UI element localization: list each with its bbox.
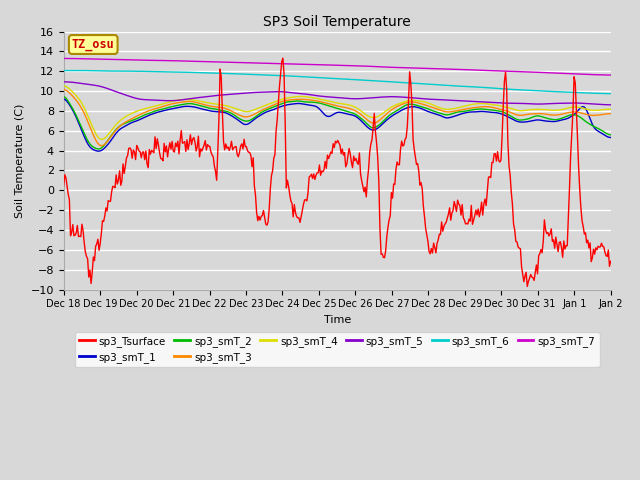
sp3_smT_2 <box>231 113 239 119</box>
sp3_smT_1 <box>557 117 565 123</box>
sp3_smT_7 <box>366 63 374 69</box>
sp3_smT_6 <box>607 91 614 96</box>
sp3_smT_4 <box>393 102 401 108</box>
sp3_smT_5 <box>291 90 298 96</box>
sp3_smT_6 <box>367 78 374 84</box>
sp3_smT_3 <box>97 143 105 149</box>
sp3_Tsurface <box>524 284 531 289</box>
sp3_smT_2 <box>60 94 67 99</box>
sp3_smT_7 <box>607 72 614 78</box>
Y-axis label: Soil Temperature (C): Soil Temperature (C) <box>15 103 25 218</box>
sp3_Tsurface <box>559 254 566 260</box>
X-axis label: Time: Time <box>323 315 351 325</box>
sp3_smT_6 <box>557 89 565 95</box>
sp3_smT_7 <box>60 56 67 61</box>
Line: sp3_smT_2: sp3_smT_2 <box>63 96 611 149</box>
sp3_smT_7 <box>557 71 564 76</box>
sp3_smT_1 <box>393 110 401 116</box>
sp3_smT_7 <box>291 61 298 67</box>
sp3_smT_4 <box>463 103 470 108</box>
Line: sp3_smT_1: sp3_smT_1 <box>63 99 611 151</box>
sp3_smT_2 <box>94 146 102 152</box>
sp3_smT_2 <box>463 108 470 114</box>
sp3_smT_2 <box>557 116 565 121</box>
sp3_smT_7 <box>392 64 400 70</box>
sp3_smT_4 <box>231 106 239 111</box>
sp3_Tsurface <box>463 220 470 226</box>
Line: sp3_Tsurface: sp3_Tsurface <box>63 58 611 287</box>
Text: TZ_osu: TZ_osu <box>72 38 115 51</box>
sp3_smT_3 <box>557 111 565 117</box>
Line: sp3_smT_5: sp3_smT_5 <box>63 82 611 105</box>
sp3_smT_2 <box>607 132 614 138</box>
sp3_smT_3 <box>367 120 374 125</box>
sp3_smT_3 <box>231 110 239 116</box>
sp3_smT_5 <box>607 102 614 108</box>
sp3_smT_4 <box>557 107 565 112</box>
sp3_smT_6 <box>60 68 67 73</box>
sp3_smT_5 <box>462 98 470 104</box>
sp3_smT_1 <box>94 148 102 154</box>
sp3_smT_2 <box>367 124 374 130</box>
sp3_smT_6 <box>463 84 470 89</box>
sp3_smT_5 <box>230 91 237 97</box>
sp3_smT_5 <box>60 79 67 84</box>
sp3_Tsurface <box>230 145 237 151</box>
sp3_smT_6 <box>292 73 300 79</box>
sp3_Tsurface <box>279 55 287 61</box>
sp3_smT_7 <box>462 67 470 72</box>
sp3_smT_1 <box>292 101 300 107</box>
sp3_smT_1 <box>463 109 470 115</box>
sp3_Tsurface <box>367 141 374 147</box>
sp3_smT_4 <box>367 114 374 120</box>
sp3_smT_1 <box>60 96 67 102</box>
sp3_smT_1 <box>367 127 374 132</box>
sp3_smT_3 <box>393 104 401 109</box>
sp3_smT_3 <box>60 86 67 92</box>
sp3_smT_7 <box>230 60 237 65</box>
Line: sp3_smT_6: sp3_smT_6 <box>63 71 611 94</box>
sp3_smT_2 <box>292 98 300 104</box>
sp3_smT_6 <box>74 68 81 73</box>
sp3_smT_2 <box>393 108 401 113</box>
Line: sp3_smT_7: sp3_smT_7 <box>63 59 611 75</box>
sp3_smT_3 <box>607 111 614 117</box>
Legend: sp3_Tsurface, sp3_smT_1, sp3_smT_2, sp3_smT_3, sp3_smT_4, sp3_smT_5, sp3_smT_6, : sp3_Tsurface, sp3_smT_1, sp3_smT_2, sp3_… <box>75 332 600 367</box>
sp3_smT_5 <box>557 100 564 106</box>
sp3_smT_3 <box>463 106 470 112</box>
sp3_Tsurface <box>292 210 300 216</box>
Line: sp3_smT_3: sp3_smT_3 <box>63 89 611 146</box>
sp3_smT_1 <box>231 115 239 121</box>
sp3_smT_3 <box>292 96 300 102</box>
sp3_smT_5 <box>366 95 374 101</box>
sp3_smT_1 <box>607 135 614 141</box>
Title: SP3 Soil Temperature: SP3 Soil Temperature <box>263 15 411 29</box>
sp3_smT_5 <box>392 94 400 100</box>
sp3_Tsurface <box>393 159 401 165</box>
sp3_Tsurface <box>607 258 614 264</box>
sp3_smT_4 <box>607 106 614 112</box>
Line: sp3_smT_4: sp3_smT_4 <box>63 86 611 139</box>
sp3_smT_4 <box>97 136 105 142</box>
sp3_smT_6 <box>231 71 239 77</box>
sp3_smT_4 <box>60 83 67 89</box>
sp3_smT_4 <box>292 94 300 100</box>
sp3_Tsurface <box>60 183 67 189</box>
sp3_smT_6 <box>393 79 401 85</box>
